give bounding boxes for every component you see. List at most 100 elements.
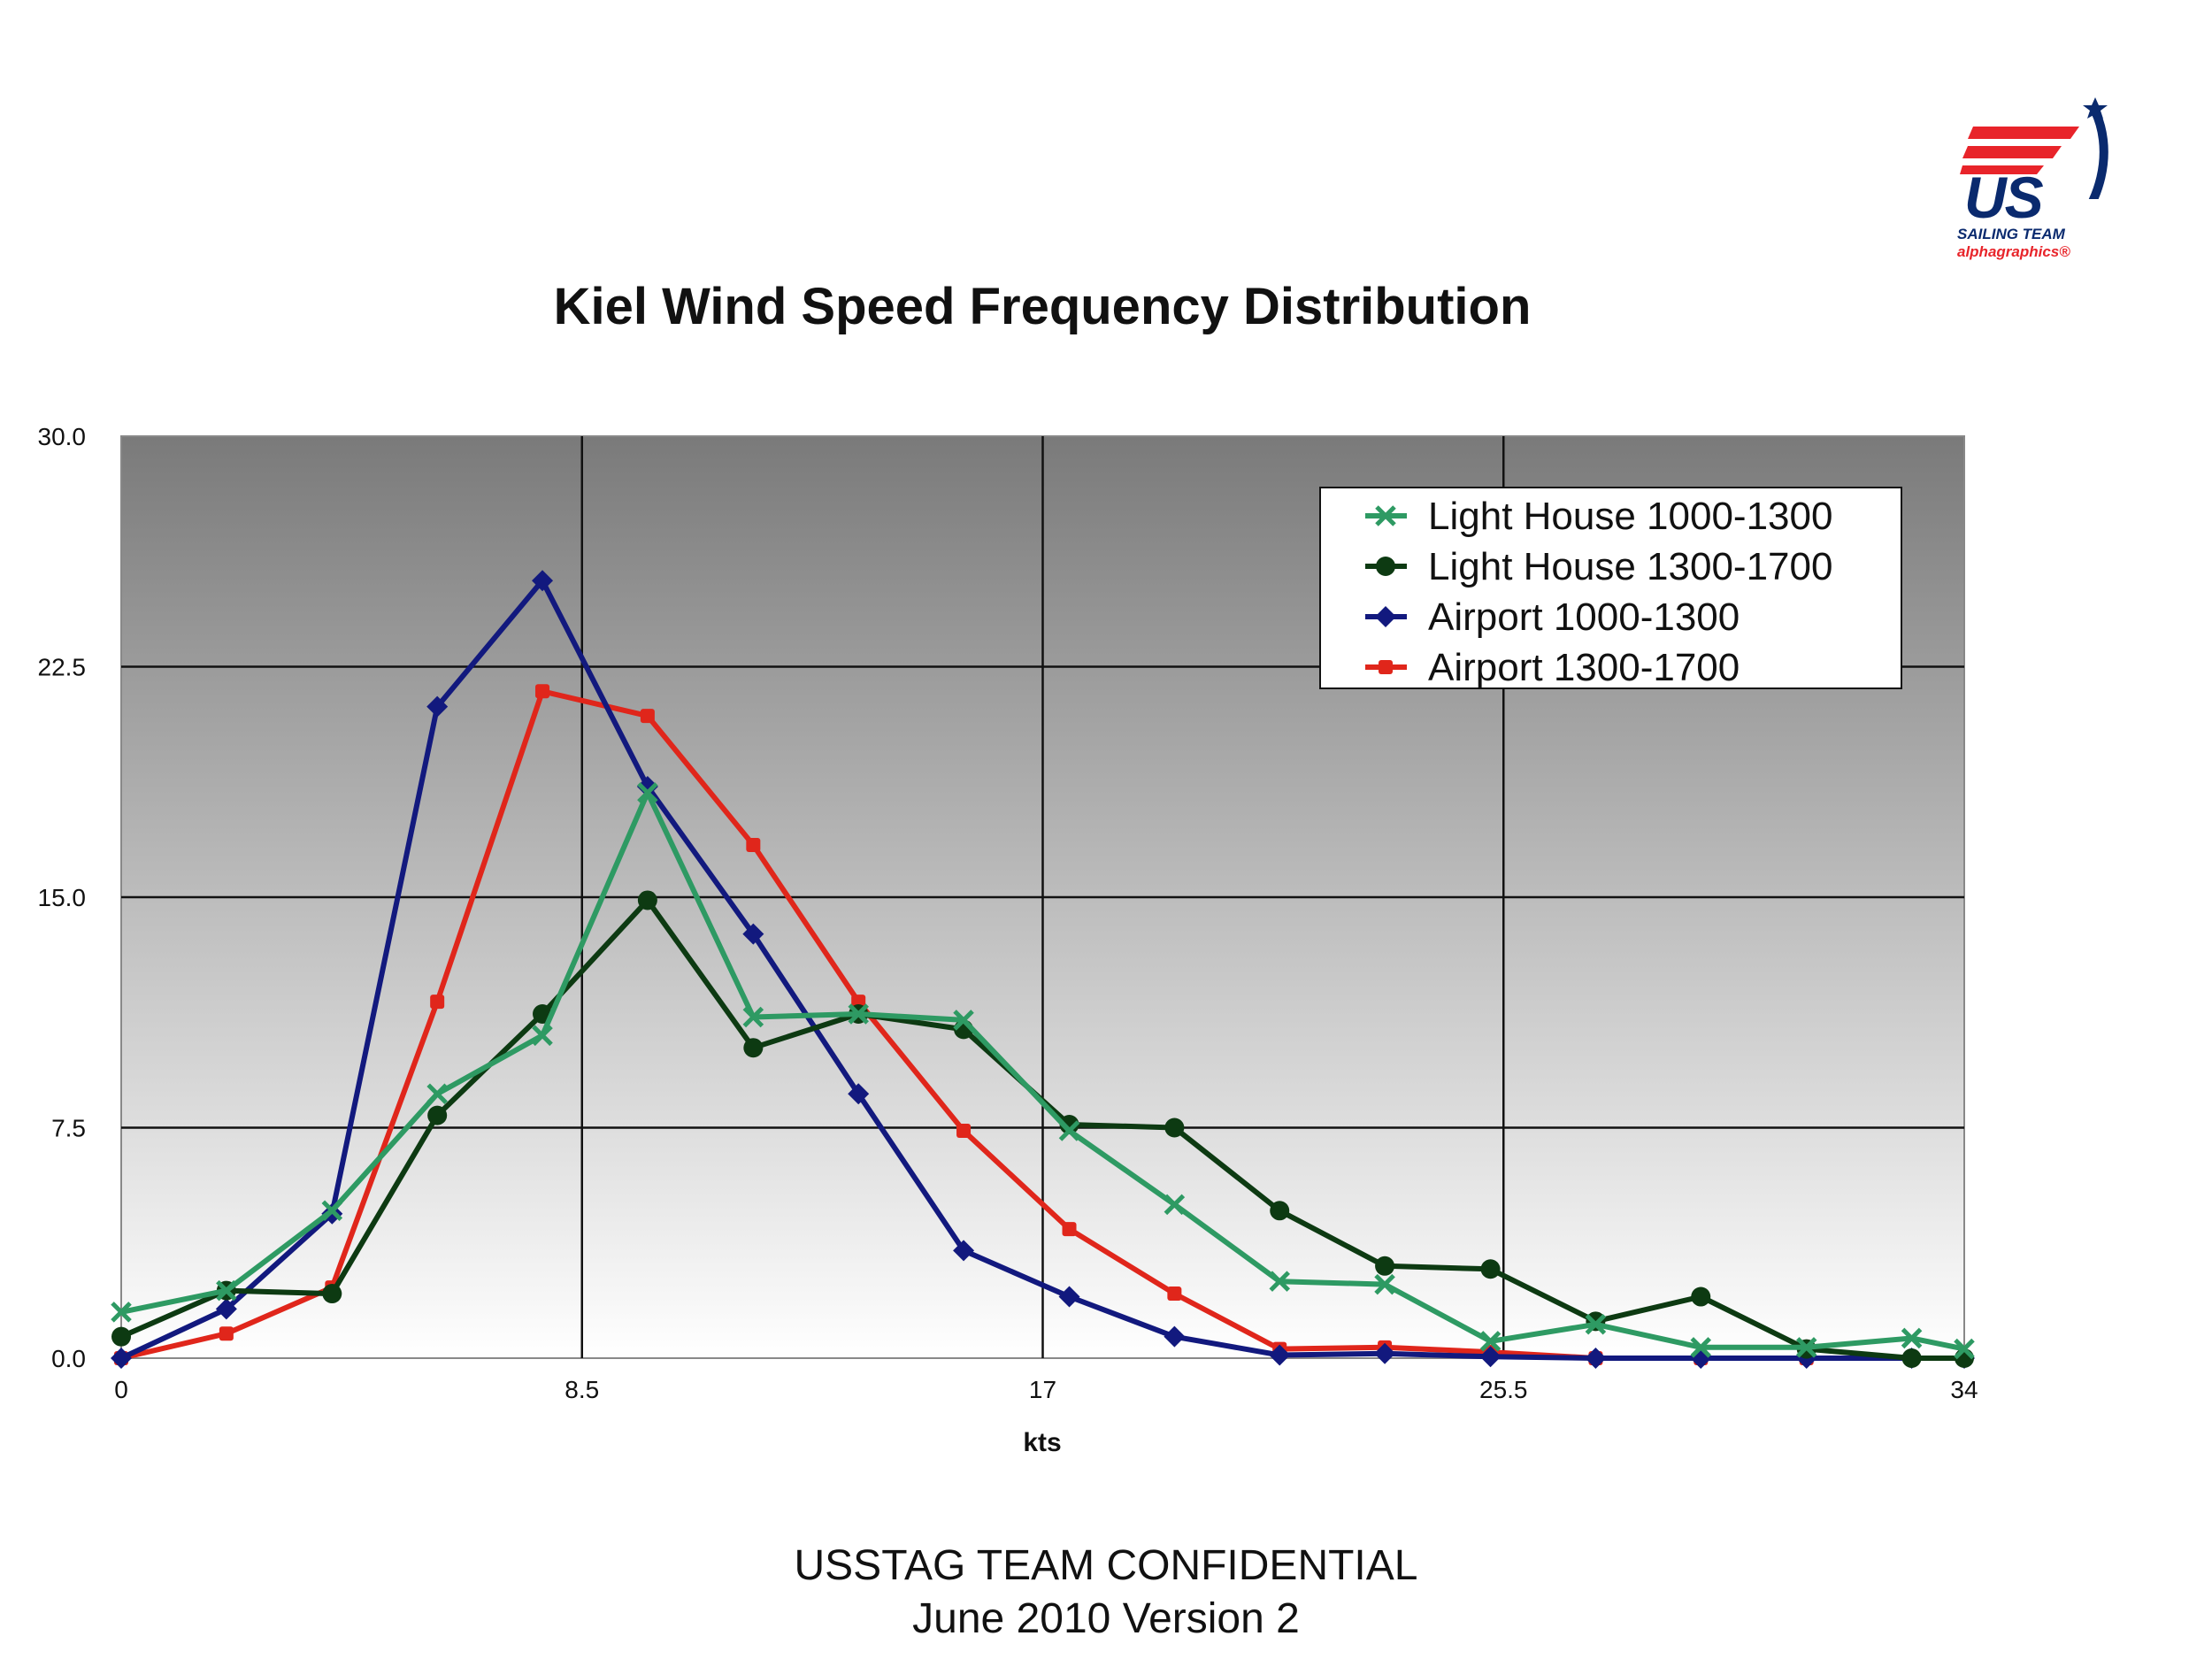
data-point	[532, 570, 554, 592]
footer: USSTAG TEAM CONFIDENTIAL June 2010 Versi…	[0, 1540, 2212, 1646]
data-point	[1954, 1338, 1975, 1360]
data-point	[427, 1105, 448, 1125]
logo-wordmark: US	[1964, 165, 2044, 230]
data-point	[953, 1240, 975, 1262]
marker-stroke	[637, 782, 658, 803]
data-point	[430, 995, 445, 1010]
marker-stroke	[848, 1003, 869, 1025]
marker-stroke	[953, 1010, 974, 1031]
data-point	[636, 775, 658, 797]
data-point	[1269, 1271, 1290, 1292]
data-point	[1270, 1201, 1290, 1221]
legend-marker	[1375, 505, 1396, 526]
x-axis-ticks: 0 8.5 17 25.5 34	[114, 1376, 1978, 1403]
legend-marker	[1375, 606, 1396, 627]
x-tick-label: 25.5	[1479, 1376, 1528, 1403]
marker-stroke	[111, 1302, 132, 1323]
marker-stroke	[426, 1083, 448, 1105]
data-point	[1374, 1273, 1395, 1295]
series-layer	[111, 570, 1975, 1369]
data-point	[1167, 1286, 1182, 1302]
data-point	[426, 1083, 448, 1105]
data-point	[1901, 1348, 1922, 1368]
chart-title: Kiel Wind Speed Frequency Distribution	[554, 278, 1532, 335]
data-point	[637, 890, 657, 910]
data-point	[1795, 1337, 1817, 1358]
data-point	[953, 1010, 974, 1031]
data-point	[1479, 1331, 1502, 1352]
data-point	[848, 1083, 870, 1105]
data-point	[848, 1003, 869, 1025]
data-point	[742, 1006, 764, 1028]
data-point	[1269, 1344, 1291, 1366]
data-point	[1690, 1337, 1712, 1358]
marker-stroke	[1164, 1194, 1186, 1216]
sail-stripes-icon	[1960, 97, 2108, 199]
data-point	[111, 1348, 132, 1369]
marker-stroke	[216, 1279, 237, 1302]
legend-label: Airport 1300-1700	[1428, 646, 1740, 689]
y-tick-label: 30.0	[38, 423, 87, 450]
marker-stroke	[321, 1200, 343, 1222]
data-point	[1164, 1194, 1186, 1216]
legend: Light House 1000-1300 Light House 1300-17…	[1319, 487, 1902, 689]
marker-stroke	[1269, 1271, 1290, 1292]
data-point	[1164, 1118, 1185, 1138]
legend-marker	[1379, 660, 1393, 674]
legend-box	[1319, 487, 1902, 689]
marker-stroke	[1058, 1120, 1080, 1141]
data-point	[322, 1284, 342, 1304]
legend-item: Light House 1300-1700	[1365, 545, 1832, 588]
data-point	[321, 1200, 343, 1222]
footer-confidential: USSTAG TEAM CONFIDENTIAL	[794, 1542, 1418, 1589]
data-point	[637, 782, 658, 803]
marker-stroke	[1954, 1338, 1975, 1360]
data-point	[640, 709, 655, 724]
logo-team-text: SAILING TEAM	[1957, 226, 2065, 242]
legend-item: Airport 1000-1300	[1365, 595, 1740, 639]
x-axis-label: kts	[1023, 1428, 1061, 1457]
data-point	[216, 1279, 237, 1302]
legend-item: Light House 1000-1300	[1365, 495, 1832, 538]
data-point	[746, 837, 761, 852]
data-point	[532, 1025, 553, 1047]
legend-label: Light House 1000-1300	[1428, 495, 1832, 538]
us-sailing-team-logo: US SAILING TEAM alphagraphics®	[1938, 93, 2141, 270]
series-0	[111, 782, 1975, 1360]
data-point	[535, 684, 550, 699]
data-point	[956, 1123, 972, 1138]
data-point	[742, 923, 764, 945]
x-tick-label: 17	[1029, 1376, 1056, 1403]
data-point	[111, 1326, 131, 1347]
marker-stroke	[1374, 1273, 1395, 1295]
data-point	[1691, 1286, 1711, 1307]
marker-stroke	[742, 1006, 764, 1028]
data-point	[1901, 1327, 1923, 1349]
x-tick-label: 8.5	[565, 1376, 599, 1403]
marker-stroke	[532, 1025, 553, 1047]
marker-stroke	[1690, 1337, 1712, 1358]
marker-stroke	[1795, 1337, 1817, 1358]
marker-stroke	[1901, 1327, 1923, 1349]
data-point	[215, 1298, 237, 1320]
data-point	[1062, 1222, 1077, 1237]
y-tick-label: 7.5	[51, 1115, 86, 1142]
data-point	[1058, 1286, 1080, 1308]
x-tick-label: 34	[1950, 1376, 1978, 1403]
data-point	[1058, 1120, 1080, 1141]
legend-marker	[1376, 557, 1395, 576]
data-point	[219, 1326, 234, 1341]
legend-item: Airport 1300-1700	[1365, 646, 1740, 689]
y-tick-label: 22.5	[38, 654, 87, 681]
data-point	[1164, 1325, 1186, 1348]
legend-label: Airport 1000-1300	[1428, 595, 1740, 639]
y-tick-label: 0.0	[51, 1345, 86, 1372]
data-point	[1479, 1346, 1502, 1368]
data-point	[1374, 1342, 1396, 1364]
series-1	[111, 890, 1974, 1368]
data-point	[1375, 1256, 1395, 1276]
data-point	[1585, 1348, 1607, 1369]
data-point	[1480, 1259, 1501, 1279]
y-tick-label: 15.0	[38, 884, 87, 911]
